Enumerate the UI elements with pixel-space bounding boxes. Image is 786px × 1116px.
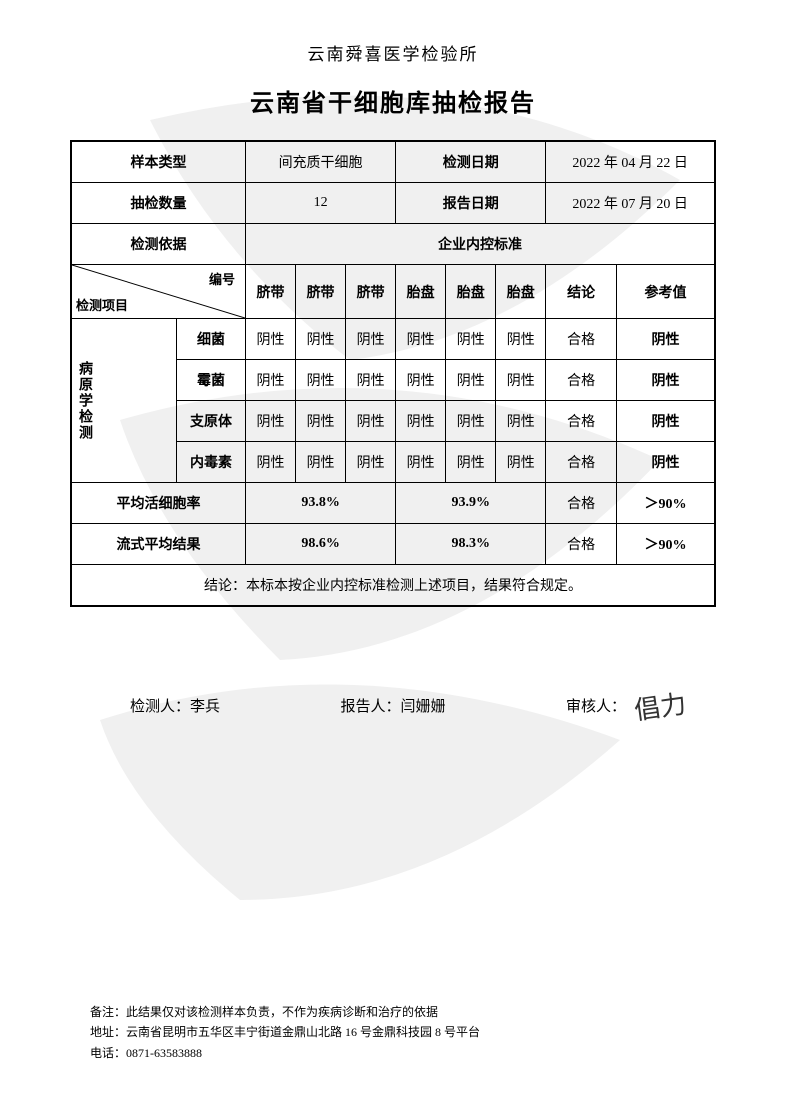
test-val: 阴性 [246,401,296,442]
col-header: 胎盘 [396,265,446,319]
test-name: 霉菌 [177,360,246,401]
footer: 备注：此结果仅对该检测样本负责，不作为疾病诊断和治疗的依据 地址：云南省昆明市五… [90,1002,480,1063]
col-header: 脐带 [296,265,346,319]
test-val: 阴性 [246,360,296,401]
col-header: 胎盘 [496,265,546,319]
col-reference: 参考值 [616,265,715,319]
report-date-label: 报告日期 [396,183,546,224]
test-val: 阴性 [496,442,546,483]
test-name: 细菌 [177,319,246,360]
signature-row: 检测人：李兵 报告人：闫姗姗 审核人： 倡力 [70,687,716,724]
summary-conc: 合格 [546,483,617,524]
test-val: 阴性 [396,360,446,401]
test-basis-value: 企业内控标准 [246,224,716,265]
col-header: 脐带 [246,265,296,319]
test-ref: 阴性 [616,319,715,360]
diagonal-header: 编号 检测项目 [71,265,246,319]
reporter-label: 报告人： [340,699,400,715]
test-val: 阴性 [396,442,446,483]
summary-ref: ＞90% [616,483,715,524]
info-row-1: 样本类型 间充质干细胞 检测日期 2022 年 04 月 22 日 [71,141,715,183]
reviewer-signature: 倡力 [632,684,689,728]
test-conc: 合格 [546,360,617,401]
test-conc: 合格 [546,401,617,442]
test-val: 阴性 [346,401,396,442]
conclusion-row: 结论：本标本按企业内控标准检测上述项目，结果符合规定。 [71,565,715,607]
test-val: 阴性 [446,319,496,360]
test-row: 病原学检测 细菌 阴性 阴性 阴性 阴性 阴性 阴性 合格 阴性 [71,319,715,360]
reviewer-label: 审核人： [566,695,626,716]
col-header: 胎盘 [446,265,496,319]
header-row: 编号 检测项目 脐带 脐带 脐带 胎盘 胎盘 胎盘 结论 参考值 [71,265,715,319]
summary-val: 98.6% [246,524,396,565]
footer-note: 此结果仅对该检测样本负责，不作为疾病诊断和治疗的依据 [126,1005,438,1019]
test-val: 阴性 [346,360,396,401]
organization-name: 云南舜喜医学检验所 [70,40,716,65]
test-ref: 阴性 [616,401,715,442]
tester-label: 检测人： [130,699,190,715]
test-val: 阴性 [496,401,546,442]
summary-val: 93.9% [396,483,546,524]
info-row-3: 检测依据 企业内控标准 [71,224,715,265]
summary-name: 平均活细胞率 [71,483,246,524]
test-val: 阴性 [296,319,346,360]
test-val: 阴性 [296,401,346,442]
summary-conc: 合格 [546,524,617,565]
summary-row: 平均活细胞率 93.8% 93.9% 合格 ＞90% [71,483,715,524]
test-val: 阴性 [396,319,446,360]
summary-val: 98.3% [396,524,546,565]
reporter-name: 闫姗姗 [401,699,446,715]
footer-note-label: 备注： [90,1002,126,1022]
test-val: 阴性 [446,360,496,401]
test-ref: 阴性 [616,360,715,401]
report-table: 样本类型 间充质干细胞 检测日期 2022 年 04 月 22 日 抽检数量 1… [70,140,716,607]
sample-qty-value: 12 [246,183,396,224]
reporter-block: 报告人：闫姗姗 [340,695,445,716]
group-label: 病原学检测 [74,361,94,441]
summary-val: 93.8% [246,483,396,524]
info-row-2: 抽检数量 12 报告日期 2022 年 07 月 20 日 [71,183,715,224]
col-header: 脐带 [346,265,396,319]
reviewer-block: 审核人： 倡力 [566,687,686,724]
footer-tel: 0871-63583888 [126,1046,202,1060]
test-val: 阴性 [296,442,346,483]
test-conc: 合格 [546,319,617,360]
tester-name: 李兵 [190,699,220,715]
footer-tel-label: 电话： [90,1043,126,1063]
test-basis-label: 检测依据 [71,224,246,265]
summary-ref: ＞90% [616,524,715,565]
test-val: 阴性 [396,401,446,442]
sample-type-value: 间充质干细胞 [246,141,396,183]
test-val: 阴性 [496,319,546,360]
test-val: 阴性 [496,360,546,401]
report-title: 云南省干细胞库抽检报告 [70,83,716,118]
tester-block: 检测人：李兵 [130,695,220,716]
test-name: 内毒素 [177,442,246,483]
test-name: 支原体 [177,401,246,442]
test-val: 阴性 [346,319,396,360]
summary-name: 流式平均结果 [71,524,246,565]
test-ref: 阴性 [616,442,715,483]
test-val: 阴性 [296,360,346,401]
summary-row: 流式平均结果 98.6% 98.3% 合格 ＞90% [71,524,715,565]
test-val: 阴性 [246,319,296,360]
report-date-value: 2022 年 07 月 20 日 [546,183,715,224]
conclusion-text: 结论：本标本按企业内控标准检测上述项目，结果符合规定。 [71,565,715,607]
footer-addr-label: 地址： [90,1022,126,1042]
test-date-value: 2022 年 04 月 22 日 [546,141,715,183]
test-val: 阴性 [446,442,496,483]
header-id: 编号 [209,269,235,288]
test-val: 阴性 [346,442,396,483]
sample-type-label: 样本类型 [71,141,246,183]
header-item: 检测项目 [76,295,128,314]
footer-addr: 云南省昆明市五华区丰宁街道金鼎山北路 16 号金鼎科技园 8 号平台 [126,1025,480,1039]
sample-qty-label: 抽检数量 [71,183,246,224]
test-conc: 合格 [546,442,617,483]
test-date-label: 检测日期 [396,141,546,183]
test-val: 阴性 [446,401,496,442]
col-conclusion: 结论 [546,265,617,319]
test-val: 阴性 [246,442,296,483]
